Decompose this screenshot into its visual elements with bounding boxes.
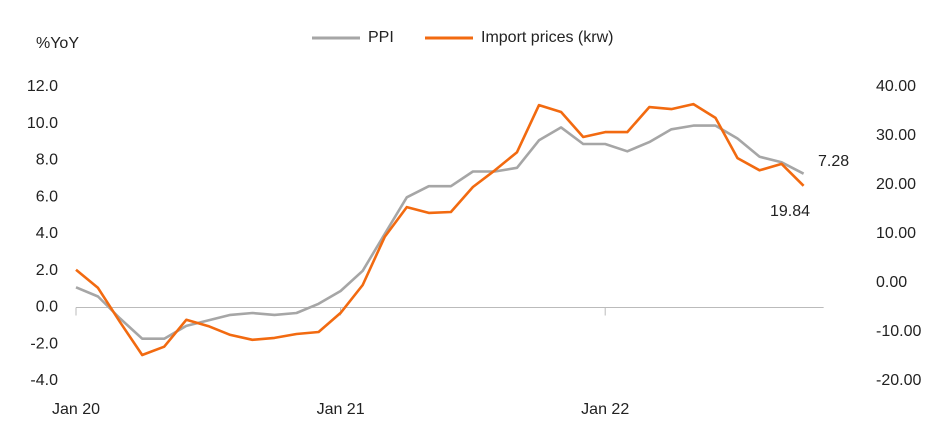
x-tick-label: Jan 22 (581, 401, 629, 418)
y2-tick-label: 20.00 (876, 176, 916, 193)
y2-tick-label: 0.00 (876, 274, 907, 291)
y-tick-label: 2.0 (36, 262, 58, 279)
series-line (75, 124, 805, 340)
y-tick-label: 8.0 (36, 152, 58, 169)
y2-tick-label: 30.00 (876, 127, 916, 144)
y-tick-label: 10.0 (27, 115, 58, 132)
end-label: 19.84 (770, 203, 810, 220)
end-label: 7.28 (818, 153, 849, 170)
y-tick-label: 6.0 (36, 188, 58, 205)
y-axis-label: %YoY (36, 35, 79, 52)
y2-tick-label: 40.00 (876, 78, 916, 95)
y2-tick-label: -10.00 (876, 323, 921, 340)
y-tick-label: 4.0 (36, 225, 58, 242)
x-tick-label: Jan 20 (52, 401, 100, 418)
legend-label: PPI (368, 29, 394, 46)
y-tick-label: 0.0 (36, 299, 58, 316)
y2-tick-label: 10.00 (876, 225, 916, 242)
legend-label: Import prices (krw) (481, 29, 613, 46)
y-tick-label: -4.0 (30, 372, 58, 389)
y-tick-label: -2.0 (30, 335, 58, 352)
x-tick-label: Jan 21 (317, 401, 365, 418)
y2-tick-label: -20.00 (876, 372, 921, 389)
series-line (75, 102, 805, 357)
y-tick-label: 12.0 (27, 78, 58, 95)
